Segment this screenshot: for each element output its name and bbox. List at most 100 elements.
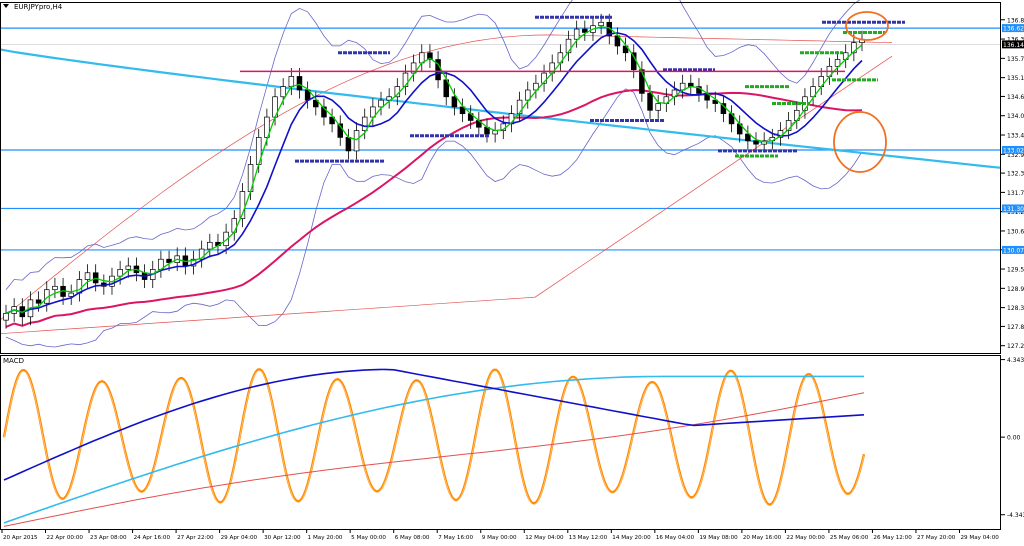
candle-body[interactable] (68, 292, 74, 297)
candle-body[interactable] (647, 93, 653, 111)
macd-tick-label: -4.3438 (1007, 512, 1024, 519)
candle-body[interactable] (125, 265, 132, 270)
price-tick-label: 136.875 (1007, 17, 1024, 24)
macd-plot-frame (0, 355, 1001, 530)
price-label-box (1002, 245, 1024, 254)
current-price-box (1002, 40, 1024, 49)
candle-body[interactable] (198, 248, 205, 260)
price-label-text: 130.075 (1003, 247, 1024, 254)
candle-body[interactable] (370, 106, 376, 118)
candle-body[interactable] (459, 106, 466, 115)
price-label-text: 131.300 (1003, 206, 1024, 213)
candle-body[interactable] (622, 45, 629, 54)
time-tick-label: 22 May 00:00 (786, 535, 825, 541)
title-dropdown-icon[interactable] (3, 4, 9, 8)
candle-body[interactable] (117, 269, 123, 277)
macd-signal (3, 368, 865, 481)
candle-body[interactable] (598, 21, 604, 27)
price-label-box (1002, 145, 1024, 154)
time-tick-label: 29 Apr 04:00 (221, 535, 258, 541)
price-label-text: 136.629 (1003, 26, 1024, 33)
candle-body[interactable] (35, 299, 42, 304)
candle-body[interactable] (296, 76, 303, 91)
price-tick-label: 129.510 (1007, 267, 1024, 274)
price-tick-label: 127.815 (1007, 324, 1024, 331)
price-tick-label: 134.040 (1007, 113, 1024, 120)
candle-body[interactable] (655, 103, 661, 111)
macd-oscillator-inner (3, 370, 865, 507)
highlight-ellipse-top[interactable] (845, 11, 889, 41)
candle-body[interactable] (427, 52, 433, 60)
macd-tick-label: 0.00 (1007, 435, 1021, 442)
price-tick-label: 131.775 (1007, 190, 1024, 197)
candle-body[interactable] (753, 140, 759, 145)
time-tick-label: 1 May 20:00 (308, 535, 343, 541)
candle-body[interactable] (785, 120, 792, 131)
candle-body[interactable] (378, 99, 384, 108)
time-tick-label: 19 May 08:00 (699, 535, 738, 541)
candle-body[interactable] (541, 72, 547, 84)
macd-slow-signal (3, 392, 865, 527)
candle-body[interactable] (745, 133, 751, 142)
highlight-ellipse-bottom[interactable] (833, 111, 887, 173)
time-tick-label: 13 May 12:00 (569, 535, 608, 541)
price-tick-label: 130.635 (1007, 228, 1024, 235)
candle-body[interactable] (52, 285, 58, 291)
candle-body[interactable] (361, 116, 368, 131)
candle-body[interactable] (207, 241, 213, 250)
candle-body[interactable] (851, 42, 857, 54)
candle-body[interactable] (451, 96, 458, 108)
time-tick-label: 23 Apr 08:00 (90, 535, 127, 541)
macd-tick-label: 4.3438 (1007, 357, 1024, 364)
candle-body[interactable] (525, 89, 531, 101)
candle-body[interactable] (639, 69, 645, 94)
candle-body[interactable] (3, 313, 9, 321)
time-tick-label: 12 May 04:00 (525, 535, 564, 541)
price-label-text: 133.028 (1003, 147, 1024, 154)
mid-moving-average (5, 32, 863, 315)
candle-body[interactable] (353, 130, 360, 152)
candle-body[interactable] (573, 28, 580, 40)
candle-body[interactable] (810, 86, 816, 98)
candle-body[interactable] (386, 96, 392, 101)
candle-body[interactable] (288, 76, 295, 87)
price-tick-label: 135.735 (1007, 56, 1024, 63)
price-tick-label: 133.470 (1007, 133, 1024, 140)
candle-body[interactable] (834, 59, 841, 67)
time-tick-label: 6 May 08:00 (395, 535, 430, 541)
candle-body[interactable] (231, 218, 238, 233)
candle-body[interactable] (565, 38, 572, 54)
candle-body[interactable] (280, 86, 286, 98)
time-tick-label: 24 Apr 16:00 (134, 535, 171, 541)
macd-title: MACD (3, 357, 24, 365)
candle-body[interactable] (712, 99, 719, 104)
candle-body[interactable] (582, 28, 588, 33)
candle-body[interactable] (329, 116, 335, 125)
candle-body[interactable] (239, 191, 246, 219)
chart-title: EURJPYpro,H4 (14, 3, 63, 11)
candle-body[interactable] (402, 72, 409, 87)
fast-moving-average (5, 26, 863, 315)
price-tick-label: 134.610 (1007, 94, 1024, 101)
price-tick-label: 127.245 (1007, 343, 1024, 350)
price-tick-label: 131.205 (1007, 209, 1024, 216)
candle-body[interactable] (614, 35, 621, 47)
candle-body[interactable] (223, 231, 229, 247)
time-tick-label: 16 May 04:00 (656, 535, 695, 541)
candle-body[interactable] (84, 272, 91, 280)
time-tick-label: 30 Apr 12:00 (264, 535, 301, 541)
candle-body[interactable] (516, 99, 523, 115)
time-tick-label: 27 May 20:00 (917, 535, 956, 541)
candle-body[interactable] (321, 106, 327, 118)
time-tick-label: 26 May 12:00 (873, 535, 912, 541)
candle-body[interactable] (345, 137, 352, 152)
candle-body[interactable] (313, 99, 319, 108)
time-tick-label: 7 May 16:00 (438, 535, 473, 541)
candle-body[interactable] (166, 258, 172, 263)
candle-body[interactable] (533, 82, 539, 91)
candle-body[interactable] (337, 123, 343, 138)
candle-body[interactable] (264, 116, 270, 138)
